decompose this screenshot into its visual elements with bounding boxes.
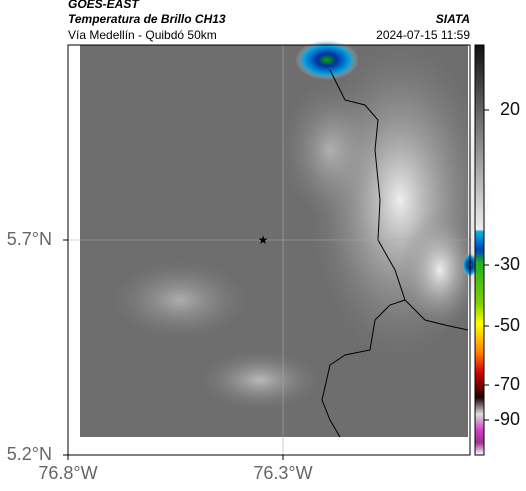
datetime: 2024-07-15 11:59 — [376, 28, 470, 42]
place: Vía Medellín - Quibdó 50km — [68, 28, 217, 42]
satellite: GOES-EAST — [68, 0, 140, 11]
source: SIATA — [436, 12, 470, 26]
colorbar — [474, 44, 485, 456]
colorbar-label: -30 — [494, 254, 520, 274]
product: Temperatura de Brillo CH13 — [68, 12, 226, 26]
colorbar-label: 20 — [500, 99, 520, 119]
colorbar-label: -70 — [494, 374, 520, 394]
colorbar-label: -50 — [494, 315, 520, 335]
lat-label: 5.7°N — [7, 229, 52, 249]
svg-text:★: ★ — [258, 233, 269, 247]
colorbar-label: -90 — [494, 409, 520, 429]
lat-label: 5.2°N — [7, 444, 52, 464]
lon-label: 76.8°W — [38, 463, 97, 483]
imagery: ★ — [67, 40, 490, 456]
lon-label: 76.3°W — [253, 463, 312, 483]
